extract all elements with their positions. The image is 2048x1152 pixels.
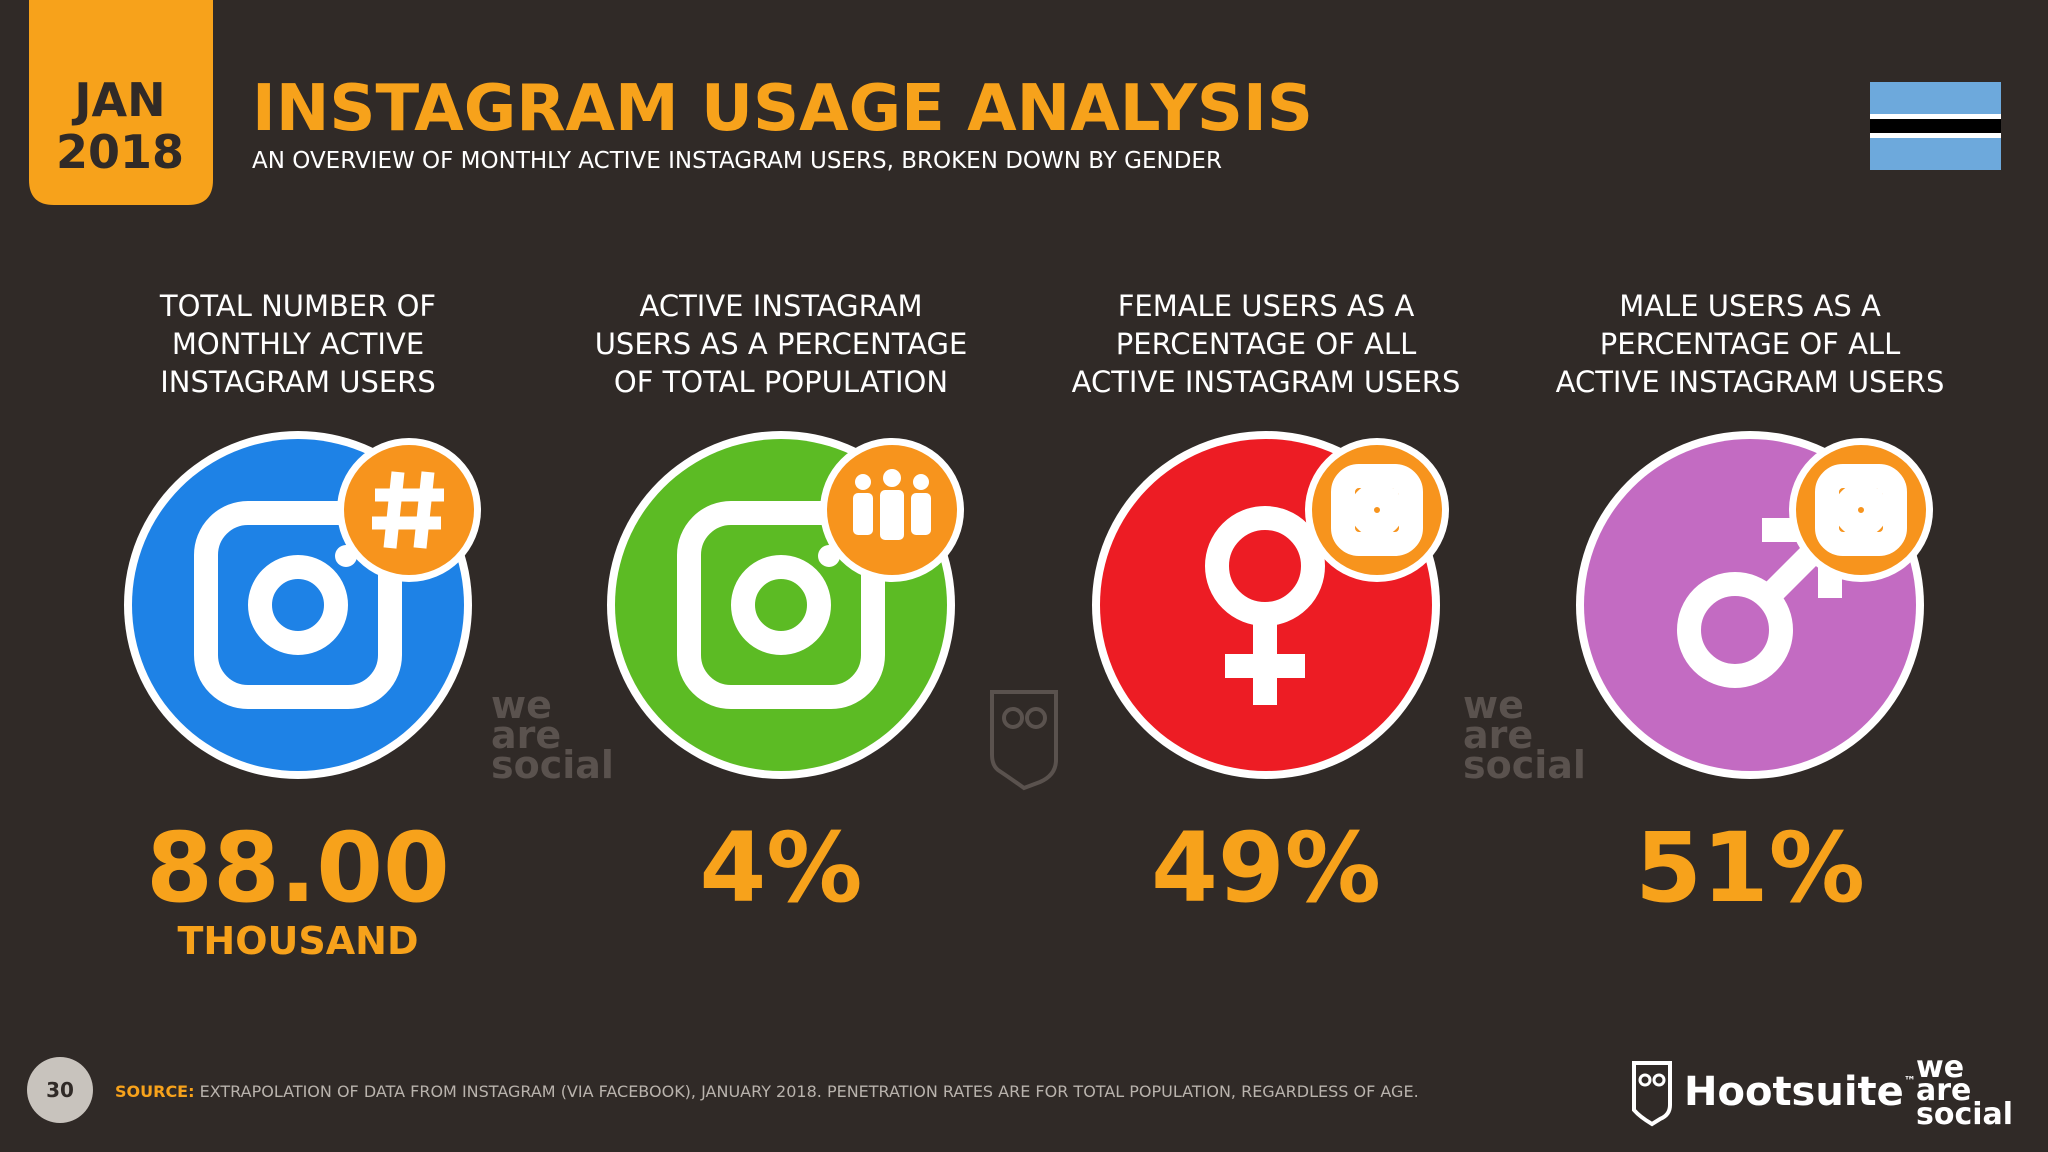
card-label: INSTAGRAM USERS xyxy=(160,365,436,399)
source-text: EXTRAPOLATION OF DATA FROM INSTAGRAM (VI… xyxy=(200,1082,1419,1101)
card-label: PERCENTAGE OF ALL xyxy=(1600,327,1900,361)
watermark-text: are xyxy=(1463,713,1533,757)
card-value: 4% xyxy=(700,812,863,924)
brand-name: Hootsuite xyxy=(1684,1069,1904,1115)
card-icon xyxy=(1092,431,1449,779)
watermark-text: we xyxy=(491,683,552,727)
card-label: TOTAL NUMBER OF xyxy=(159,289,436,323)
watermark-text: social xyxy=(491,743,614,787)
card-label: MONTHLY ACTIVE xyxy=(172,327,424,361)
card-unit: THOUSAND xyxy=(177,919,418,963)
card-icon xyxy=(607,431,964,779)
card-label: ACTIVE INSTAGRAM USERS xyxy=(1072,365,1461,399)
card-label: ACTIVE INSTAGRAM USERS xyxy=(1556,365,1945,399)
source: SOURCE: EXTRAPOLATION OF DATA FROM INSTA… xyxy=(115,1082,1419,1101)
watermark: we are social we are social xyxy=(491,683,1586,791)
card-label: FEMALE USERS AS A xyxy=(1118,289,1415,323)
page-badge xyxy=(27,1057,93,1123)
card-label: MALE USERS AS A xyxy=(1619,289,1881,323)
card-value: 49% xyxy=(1151,812,1381,924)
card-icon xyxy=(124,431,481,779)
card-icon xyxy=(1576,431,1933,779)
subtitle: AN OVERVIEW OF MONTHLY ACTIVE INSTAGRAM … xyxy=(252,148,1222,174)
card-label: ACTIVE INSTAGRAM xyxy=(640,289,923,323)
watermark-text: are xyxy=(491,713,561,757)
partner: are xyxy=(1916,1073,1971,1108)
watermark-text: we xyxy=(1463,683,1524,727)
card-value: 51% xyxy=(1635,812,1865,924)
partner: we xyxy=(1916,1050,1964,1085)
date-month: JAN xyxy=(71,73,165,127)
flag xyxy=(1870,82,2001,170)
watermark-text: social xyxy=(1463,743,1586,787)
partner: social xyxy=(1916,1097,2013,1132)
card-value: 88.00 xyxy=(146,812,450,924)
brand: Hootsuite™ xyxy=(1684,1069,1916,1115)
source-label: SOURCE: xyxy=(115,1082,195,1101)
card-label: OF TOTAL POPULATION xyxy=(614,365,948,399)
cards: TOTAL NUMBER OF MONTHLY ACTIVE INSTAGRAM U… xyxy=(146,289,1944,963)
date-tab xyxy=(29,0,213,205)
brand-mark: ™ xyxy=(1904,1074,1916,1088)
page-number: 30 xyxy=(46,1078,74,1102)
hootsuite-logo xyxy=(1632,1061,1672,1127)
title: INSTAGRAM USAGE ANALYSIS xyxy=(252,72,1313,146)
date-year: 2018 xyxy=(56,125,184,179)
card-label: USERS AS A PERCENTAGE xyxy=(595,327,968,361)
card-label: PERCENTAGE OF ALL xyxy=(1116,327,1416,361)
